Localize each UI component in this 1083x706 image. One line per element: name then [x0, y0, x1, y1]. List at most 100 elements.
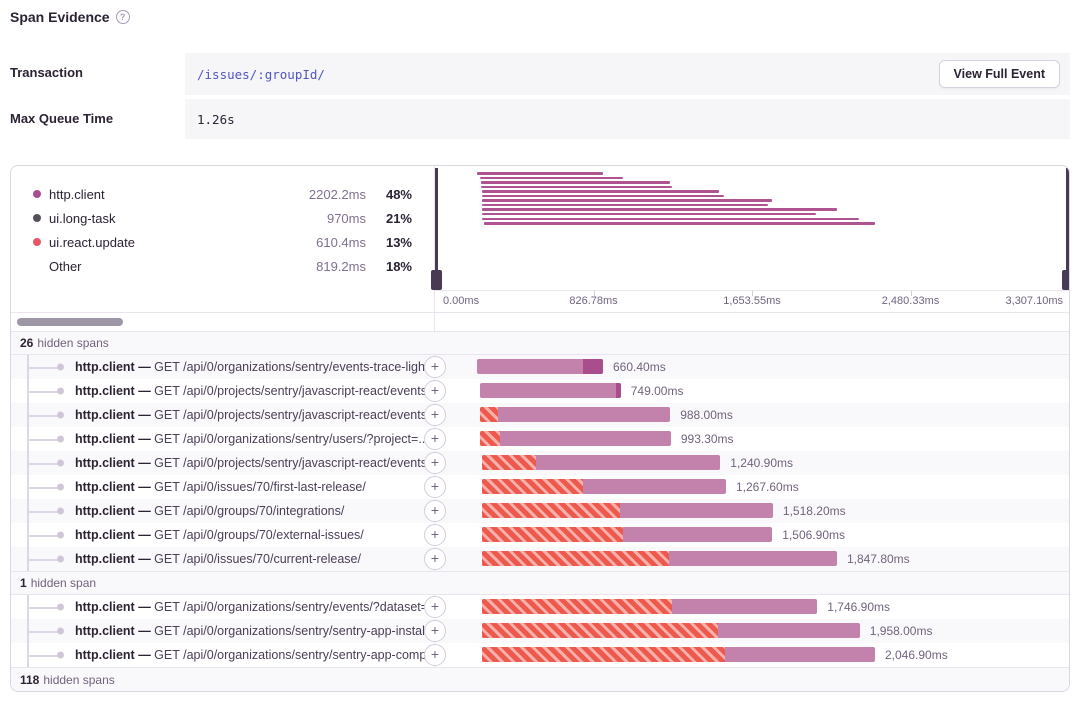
axis-tick-label: 826.78ms [569, 295, 618, 307]
span-url: GET /api/0/projects/sentry/javascript-re… [154, 384, 434, 398]
expand-span-button[interactable]: + [424, 524, 446, 546]
hidden-spans-count: 1 [20, 576, 27, 590]
minimap-span-bar [480, 176, 623, 180]
view-full-event-button[interactable]: View Full Event [938, 60, 1060, 88]
span-duration-label: 1,240.90ms [730, 456, 794, 470]
expand-span-button[interactable]: + [424, 548, 446, 570]
minimap-span-bar [476, 172, 603, 175]
axis-tick-label: 3,307.10ms [1005, 295, 1063, 307]
span-row[interactable]: http.client — GET /api/0/projects/sentry… [11, 451, 1069, 475]
tree-connector-dot [57, 387, 64, 395]
span-url: GET /api/0/organizations/sentry/events-t… [154, 360, 434, 374]
help-icon[interactable]: ? [115, 10, 130, 24]
hidden-spans-row[interactable]: 1 hidden span [11, 571, 1069, 595]
span-row-right: 1,518.20ms [435, 499, 1069, 523]
transaction-value-band: /issues/:groupId/ View Full Event [185, 53, 1070, 95]
span-duration-bar [481, 599, 818, 614]
expand-span-button[interactable]: + [424, 596, 446, 618]
span-duration-bar [480, 383, 621, 398]
tree-connector-branch [27, 463, 59, 465]
expand-span-button[interactable]: + [424, 500, 446, 522]
span-row[interactable]: http.client — GET /api/0/projects/sentry… [11, 403, 1069, 427]
time-axis-row: 0.00ms 826.78ms 1,653.55ms 2,480.33ms 3,307.… [11, 291, 1069, 313]
span-url: GET /api/0/issues/70/first-last-release/ [154, 480, 366, 494]
span-row-left: http.client — GET /api/0/projects/sentry… [11, 451, 446, 475]
legend-op-duration: 610.4ms [316, 234, 366, 250]
span-row-left: http.client — GET /api/0/organizations/s… [11, 595, 446, 619]
expand-span-button[interactable]: + [424, 380, 446, 402]
span-url: GET /api/0/organizations/sentry/events/?… [154, 600, 434, 614]
expand-span-button[interactable]: + [424, 476, 446, 498]
span-row[interactable]: http.client — GET /api/0/issues/70/first… [11, 475, 1069, 499]
minimap-span-bar [483, 222, 875, 225]
expand-span-button[interactable]: + [424, 404, 446, 426]
span-description: http.client — GET /api/0/issues/70/curre… [75, 552, 434, 566]
queue-time-segment [481, 527, 624, 542]
legend-color-dot [33, 214, 41, 222]
legend-color-dot [33, 190, 41, 198]
max-queue-time-row: Max Queue Time 1.26s [10, 99, 1070, 139]
tree-connector-branch [27, 511, 59, 513]
span-row-right: 2,046.90ms [435, 643, 1069, 667]
span-row-left: http.client — GET /api/0/issues/70/first… [11, 475, 446, 499]
minimap-canvas[interactable] [431, 166, 1069, 290]
tree-connector-branch [27, 487, 59, 489]
hidden-spans-row[interactable]: 118 hidden spans [11, 667, 1069, 691]
span-url: GET /api/0/groups/70/integrations/ [154, 504, 345, 518]
tree-connector-dot [57, 651, 64, 659]
transaction-row: Transaction /issues/:groupId/ View Full … [10, 53, 1070, 95]
expand-span-button[interactable]: + [424, 428, 446, 450]
page-title: Span Evidence ? [10, 9, 130, 25]
legend-item: ui.long-task 970ms 21% [33, 206, 412, 230]
span-description: http.client — GET /api/0/organizations/s… [75, 624, 434, 638]
expand-span-button[interactable]: + [424, 452, 446, 474]
horizontal-scrollbar-thumb[interactable] [17, 318, 123, 326]
span-row[interactable]: http.client — GET /api/0/organizations/s… [11, 643, 1069, 667]
span-op-name: http.client — [75, 624, 155, 638]
tree-connector-branch [27, 631, 59, 633]
tree-connector-dot [57, 627, 64, 635]
span-row[interactable]: http.client — GET /api/0/organizations/s… [11, 355, 1069, 379]
span-row-right: 993.30ms [435, 427, 1069, 451]
span-row[interactable]: http.client — GET /api/0/groups/70/integ… [11, 499, 1069, 523]
span-row[interactable]: http.client — GET /api/0/organizations/s… [11, 619, 1069, 643]
tree-connector-dot [57, 363, 64, 371]
span-bar-track: 1,267.60ms [435, 475, 1069, 499]
span-duration-bar [481, 647, 875, 662]
scrollbar-row [11, 313, 1069, 331]
minimap-span-bar [481, 217, 860, 220]
max-queue-time-value: 1.26s [197, 111, 235, 127]
expand-span-button[interactable]: + [424, 644, 446, 666]
minimap-left-handle[interactable] [431, 166, 447, 290]
span-op-name: http.client — [75, 432, 155, 446]
minimap-span-bar [481, 203, 769, 207]
span-row[interactable]: http.client — GET /api/0/organizations/s… [11, 595, 1069, 619]
queue-time-segment [481, 479, 583, 494]
expand-span-button[interactable]: + [424, 620, 446, 642]
span-bar-track: 660.40ms [435, 355, 1069, 379]
span-duration-bar [481, 455, 721, 470]
span-row[interactable]: http.client — GET /api/0/groups/70/exter… [11, 523, 1069, 547]
transaction-link[interactable]: /issues/:groupId/ [197, 66, 325, 82]
span-row-left: http.client — GET /api/0/groups/70/exter… [11, 523, 446, 547]
span-description: http.client — GET /api/0/groups/70/exter… [75, 528, 434, 542]
time-axis: 0.00ms 826.78ms 1,653.55ms 2,480.33ms 3,307.… [435, 291, 1069, 312]
span-url: GET /api/0/organizations/sentry/sentry-a… [154, 624, 434, 638]
minimap-right-handle[interactable] [1057, 166, 1069, 290]
span-bar-track: 993.30ms [435, 427, 1069, 451]
axis-tick-label: 1,653.55ms [723, 295, 781, 307]
expand-span-button[interactable]: + [424, 356, 446, 378]
tree-connector-dot [57, 483, 64, 491]
span-row-right: 1,267.60ms [435, 475, 1069, 499]
span-bar-track: 988.00ms [435, 403, 1069, 427]
span-row[interactable]: http.client — GET /api/0/issues/70/curre… [11, 547, 1069, 571]
tree-connector-dot [57, 459, 64, 467]
span-row[interactable]: http.client — GET /api/0/organizations/s… [11, 427, 1069, 451]
transaction-label: Transaction [10, 65, 83, 80]
span-url: GET /api/0/organizations/sentry/sentry-a… [154, 648, 434, 662]
span-row[interactable]: http.client — GET /api/0/projects/sentry… [11, 379, 1069, 403]
tree-connector-branch [27, 655, 59, 657]
span-op-name: http.client — [75, 648, 155, 662]
hidden-spans-row[interactable]: 26 hidden spans [11, 331, 1069, 355]
chart-section: http.client 2202.2ms 48% ui.long-task 970ms 2… [11, 166, 1069, 291]
